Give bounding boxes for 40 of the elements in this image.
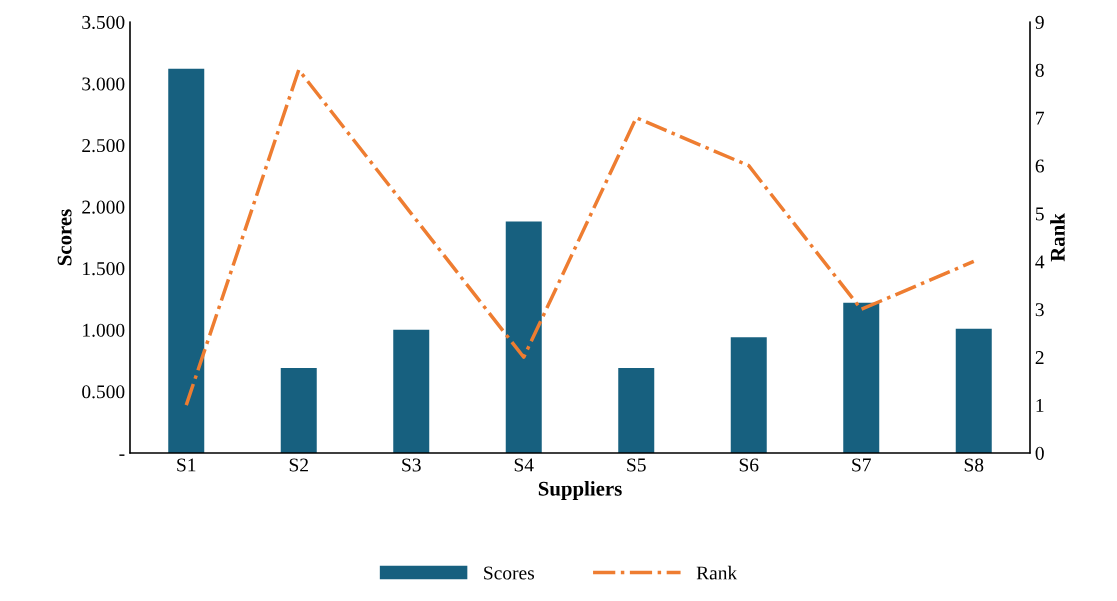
y2-tick-label: 1 [1036, 399, 1044, 412]
y-tick-label: 3.000 [82, 77, 125, 91]
y2-axis-title: Rank [1050, 213, 1065, 262]
line-series [184, 68, 976, 407]
y-tick-label: 3.500 [82, 15, 125, 30]
x-tick-label: S4 [514, 458, 534, 472]
x-tick-label: S8 [964, 458, 984, 472]
bar [505, 221, 542, 453]
x-tick-label: S3 [402, 458, 421, 472]
legend-label: Rank [696, 565, 738, 580]
legend-label: Scores [484, 566, 535, 580]
y2-tick-label: 5 [1035, 207, 1044, 221]
bar [730, 337, 767, 453]
bar [168, 68, 205, 453]
y2-tick-label: 6 [1035, 159, 1044, 173]
x-tick-label: S2 [289, 458, 308, 472]
y2-tick-label: 4 [1035, 255, 1045, 269]
y-axis-title: Scores [57, 209, 72, 266]
y-tick-label: - [119, 454, 125, 456]
y2-tick-label: 9 [1035, 15, 1044, 29]
bar [843, 302, 880, 453]
bar [280, 368, 317, 453]
y-tick-label: 2.000 [82, 200, 125, 214]
x-axis-title: Suppliers [538, 481, 622, 500]
y2-tick-label: 3 [1035, 303, 1044, 317]
y-tick-label: 0.500 [82, 385, 125, 399]
x-tick-label: S6 [739, 458, 759, 472]
y2-tick-label: 8 [1035, 63, 1044, 77]
x-tick-label: S7 [852, 458, 871, 472]
y-tick-label: 1.500 [83, 262, 125, 276]
x-tick-label: S5 [627, 458, 646, 472]
y2-tick-label: 7 [1036, 111, 1045, 125]
y-tick-label: 2.500 [82, 138, 125, 153]
y2-tick-label: 0 [1035, 446, 1044, 460]
x-tick-label: S1 [177, 458, 196, 472]
y2-tick-label: 2 [1035, 351, 1044, 364]
bar [955, 328, 992, 453]
y-tick-label: 1.000 [83, 323, 125, 337]
bar [618, 368, 655, 453]
bar [393, 329, 430, 453]
